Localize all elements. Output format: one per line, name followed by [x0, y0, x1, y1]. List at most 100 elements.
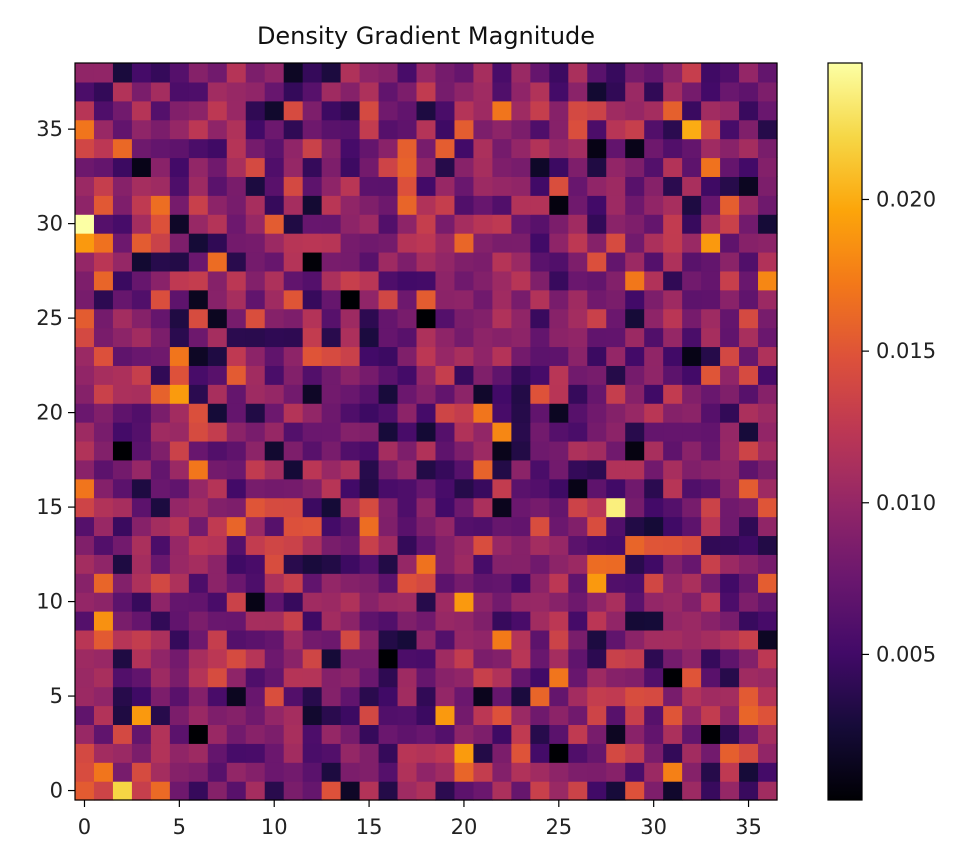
heatmap-cell [283, 516, 304, 537]
heatmap-cell [226, 705, 247, 726]
heatmap-cell [758, 705, 778, 726]
heatmap-cell [606, 648, 626, 669]
heatmap-cell [530, 459, 550, 480]
heatmap-cell [739, 554, 759, 574]
heatmap-cell [473, 724, 494, 744]
heatmap-cell [131, 100, 152, 121]
heatmap-cells [75, 63, 778, 801]
heatmap-cell [454, 327, 475, 348]
heatmap-cell [682, 214, 702, 234]
heatmap-cell [75, 176, 95, 196]
heatmap-cell [340, 781, 361, 801]
heatmap-cell [606, 667, 626, 688]
heatmap-cell [150, 573, 171, 593]
heatmap-cell [682, 327, 702, 348]
heatmap-cell [511, 535, 531, 555]
heatmap-cell [549, 497, 569, 518]
heatmap-cell [226, 535, 247, 555]
heatmap-cell [511, 743, 531, 763]
heatmap-cell [644, 724, 664, 744]
heatmap-cell [682, 346, 702, 366]
heatmap-cell [435, 214, 456, 234]
heatmap-cell [739, 516, 759, 537]
heatmap-cell [473, 629, 494, 650]
heatmap-cell [701, 195, 721, 215]
heatmap-cell [321, 611, 342, 631]
heatmap-cell [112, 403, 133, 423]
heatmap-cell [549, 686, 569, 707]
heatmap-cell [188, 592, 209, 612]
heatmap-cell [416, 705, 437, 726]
heatmap-cell [663, 743, 683, 763]
heatmap-cell [321, 176, 342, 196]
heatmap-cell [226, 403, 247, 423]
heatmap-cell [739, 762, 759, 782]
heatmap-cell [75, 781, 95, 801]
heatmap-cell [112, 667, 133, 688]
heatmap-cell [568, 743, 588, 763]
heatmap-cell [226, 100, 247, 121]
heatmap-cell [302, 497, 323, 518]
heatmap-cell [302, 611, 323, 631]
heatmap-cell [93, 233, 114, 253]
heatmap-cell [226, 176, 247, 196]
heatmap-cell [758, 81, 778, 102]
heatmap-cell [359, 629, 380, 650]
heatmap-cell [625, 346, 645, 366]
heatmap-cell [625, 516, 645, 537]
heatmap-cell [663, 327, 683, 348]
heatmap-cell [549, 233, 569, 253]
heatmap-cell [511, 119, 531, 140]
heatmap-cell [188, 63, 209, 83]
heatmap-cell [112, 289, 133, 310]
heatmap-cell [150, 762, 171, 782]
heatmap-cell [93, 195, 114, 215]
heatmap-cell [606, 497, 626, 518]
heatmap-cell [340, 648, 361, 669]
heatmap-cell [397, 327, 418, 348]
heatmap-cell [663, 270, 683, 291]
heatmap-cell [720, 743, 740, 763]
heatmap-cell [340, 157, 361, 177]
heatmap-cell [530, 403, 550, 423]
heatmap-cell [264, 157, 285, 177]
heatmap-cell [625, 157, 645, 177]
heatmap-cell [511, 81, 531, 102]
heatmap-cell [720, 686, 740, 707]
heatmap-cell [720, 346, 740, 366]
heatmap-cell [568, 781, 588, 801]
heatmap-cell [758, 289, 778, 310]
heatmap-cell [625, 365, 645, 385]
heatmap-cell [663, 81, 683, 102]
heatmap-cell [245, 327, 266, 348]
heatmap-cell [701, 176, 721, 196]
heatmap-cell [302, 176, 323, 196]
heatmap-cell [359, 308, 380, 329]
heatmap-cell [112, 346, 133, 366]
heatmap-cell [549, 251, 569, 272]
heatmap-cell [150, 478, 171, 499]
heatmap-cell [302, 554, 323, 574]
heatmap-cell [321, 138, 342, 159]
heatmap-cell [207, 308, 228, 329]
heatmap-cell [378, 308, 399, 329]
heatmap-cell [397, 251, 418, 272]
heatmap-cell [245, 724, 266, 744]
heatmap-cell [625, 233, 645, 253]
heatmap-cell [568, 667, 588, 688]
heatmap-cell [283, 422, 304, 442]
heatmap-cell [75, 403, 95, 423]
heatmap-cell [663, 629, 683, 650]
heatmap-cell [549, 63, 569, 83]
heatmap-cell [587, 667, 607, 688]
heatmap-cell [416, 176, 437, 196]
heatmap-cell [682, 724, 702, 744]
heatmap-cell [606, 762, 626, 782]
heatmap-cell [492, 592, 512, 612]
heatmap-cell [264, 233, 285, 253]
heatmap-cell [549, 535, 569, 555]
heatmap-cell [150, 667, 171, 688]
heatmap-cell [758, 667, 778, 688]
heatmap-cell [625, 251, 645, 272]
heatmap-cell [454, 289, 475, 310]
